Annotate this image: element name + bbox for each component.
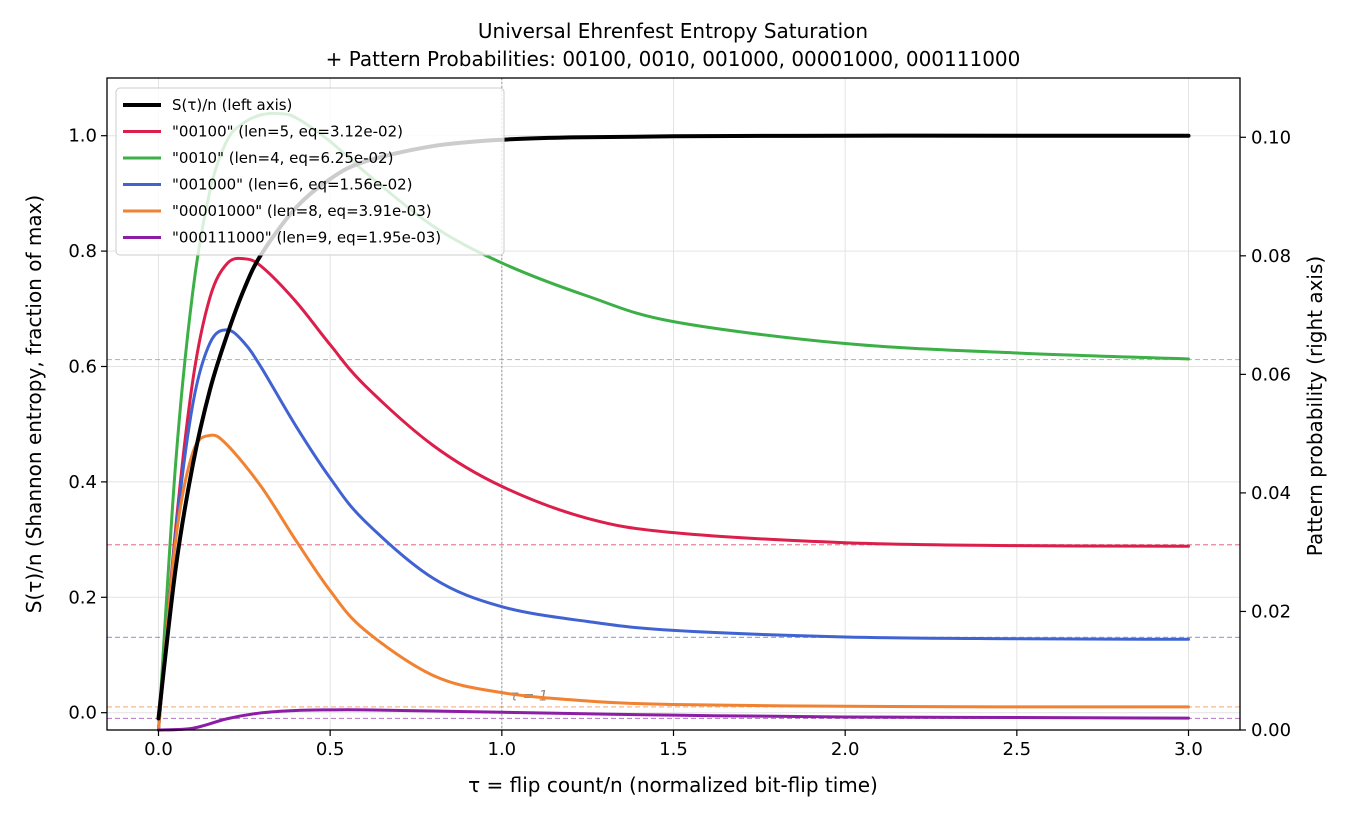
right-tick-label: 0.08 xyxy=(1251,246,1291,267)
pattern-curve xyxy=(157,256,1190,732)
right-tick-label: 0.02 xyxy=(1251,601,1291,622)
x-axis-label: τ = flip count/n (normalized bit-flip ti… xyxy=(468,773,878,797)
x-tick-label: 3.0 xyxy=(1174,739,1203,760)
x-axis-ticks: 0.0 0.5 1.0 1.5 2.0 2.5 3.0 xyxy=(144,730,1203,760)
left-tick-label: 0.0 xyxy=(68,703,97,724)
x-tick-label: 1.0 xyxy=(488,739,517,760)
legend-label: "00001000" (len=8, eq=3.91e-03) xyxy=(172,202,432,220)
legend-label: S(τ)/n (left axis) xyxy=(172,96,292,114)
legend-label: "001000" (len=6, eq=1.56e-02) xyxy=(172,176,413,194)
right-axis-label: Pattern probability (right axis) xyxy=(1303,256,1327,556)
left-tick-label: 0.4 xyxy=(68,472,97,493)
right-tick-label: 0.10 xyxy=(1251,127,1291,148)
right-axis-ticks: 0.00 0.02 0.04 0.06 0.08 0.10 xyxy=(1240,127,1291,741)
x-tick-label: 0.0 xyxy=(144,739,173,760)
right-tick-label: 0.06 xyxy=(1251,364,1291,385)
left-tick-label: 0.6 xyxy=(68,356,97,377)
legend: S(τ)/n (left axis) "00100" (len=5, eq=3.1… xyxy=(115,87,505,256)
left-tick-label: 1.0 xyxy=(68,126,97,147)
left-axis-label: S(τ)/n (Shannon entropy, fraction of max… xyxy=(22,195,46,613)
x-tick-label: 2.0 xyxy=(831,739,860,760)
legend-label: "0010" (len=4, eq=6.25e-02) xyxy=(172,149,393,167)
left-tick-label: 0.2 xyxy=(68,587,97,608)
legend-box xyxy=(115,87,505,256)
chart-title-line-2: + Pattern Probabilities: 00100, 0010, 00… xyxy=(326,47,1021,71)
x-tick-label: 0.5 xyxy=(316,739,345,760)
x-tick-label: 2.5 xyxy=(1003,739,1032,760)
x-tick-label: 1.5 xyxy=(659,739,688,760)
legend-label: "000111000" (len=9, eq=1.95e-03) xyxy=(172,229,441,247)
right-tick-label: 0.04 xyxy=(1251,483,1291,504)
right-tick-label: 0.00 xyxy=(1251,720,1291,741)
left-tick-label: 0.8 xyxy=(68,241,97,262)
chart-title-line-1: Universal Ehrenfest Entropy Saturation xyxy=(478,19,868,43)
legend-label: "00100" (len=5, eq=3.12e-02) xyxy=(172,123,403,141)
pattern-curve xyxy=(157,328,1190,732)
pattern-curve xyxy=(157,708,1190,732)
left-axis-ticks: 0.0 0.2 0.4 0.6 0.8 1.0 xyxy=(68,126,107,724)
